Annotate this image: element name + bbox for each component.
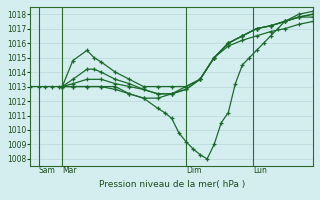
Text: Sam: Sam xyxy=(39,166,56,175)
Text: Lun: Lun xyxy=(253,166,267,175)
X-axis label: Pression niveau de la mer( hPa ): Pression niveau de la mer( hPa ) xyxy=(99,180,245,189)
Text: Mar: Mar xyxy=(62,166,77,175)
Text: Dim: Dim xyxy=(186,166,201,175)
